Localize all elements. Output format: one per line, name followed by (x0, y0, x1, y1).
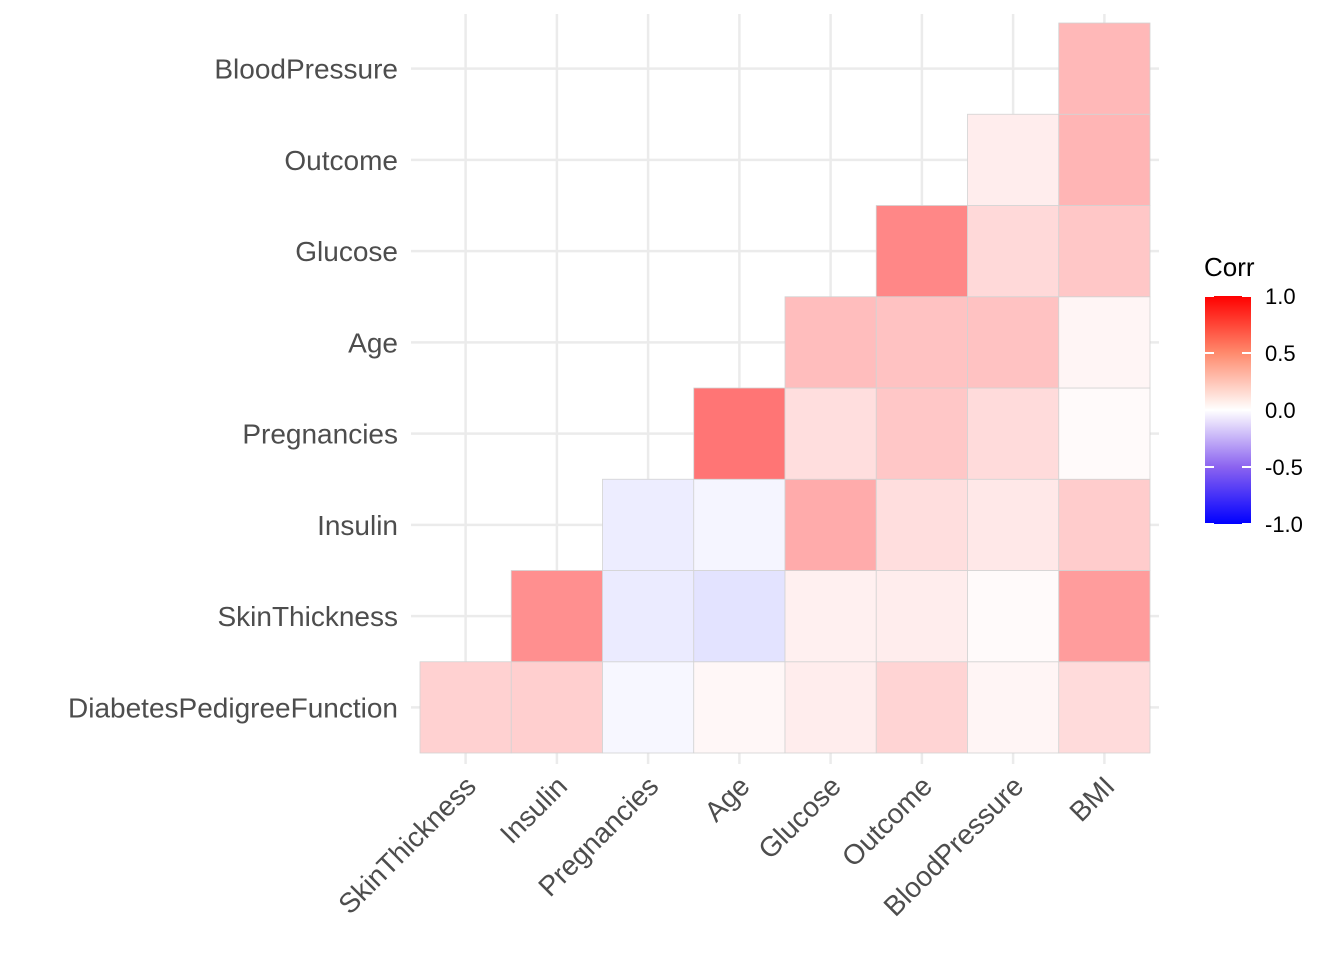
y-tick-label-skinthickness: SkinThickness (217, 601, 398, 632)
x-tick-label-skinthickness: SkinThickness (332, 770, 482, 920)
legend: Corr 1.0 0.5 0.0 -0.5 -1.0 (1204, 252, 1303, 537)
heatmap-cell-bmi-outcome (1058, 113, 1151, 206)
heatmap-cell-age-skinthickness (693, 570, 786, 663)
heatmap-cell-age-pregnancies (693, 387, 786, 480)
heatmap-cell-bloodpressure-insulin (967, 478, 1060, 571)
heatmap-cell-insulin-skinthickness (510, 570, 603, 663)
y-tick-label-age: Age (348, 327, 398, 358)
heatmap-cell-bloodpressure-pregnancies (967, 387, 1060, 480)
heatmap-cell-bloodpressure-outcome (967, 113, 1060, 206)
heatmap-cell-bloodpressure-diabetespedigreefunction (967, 661, 1060, 754)
heatmap-cell-insulin-diabetespedigreefunction (510, 661, 603, 754)
heatmap-cell-outcome-skinthickness (875, 570, 968, 663)
y-tick-label-pregnancies: Pregnancies (242, 419, 398, 450)
heatmap-cell-glucose-diabetespedigreefunction (784, 661, 877, 754)
y-tick-label-insulin: Insulin (317, 510, 398, 541)
heatmap-cell-bloodpressure-age (967, 296, 1060, 389)
heatmap-cell-outcome-insulin (875, 478, 968, 571)
heatmap-cell-glucose-pregnancies (784, 387, 877, 480)
legend-label-0: 1.0 (1265, 284, 1296, 309)
heatmap-cell-bmi-pregnancies (1058, 387, 1151, 480)
heatmap-cell-bmi-insulin (1058, 478, 1151, 571)
heatmap-cell-bmi-diabetespedigreefunction (1058, 661, 1151, 754)
heatmap-tiles (419, 22, 1151, 754)
legend-label-1: 0.5 (1265, 341, 1296, 366)
legend-ticks: 1.0 0.5 0.0 -0.5 -1.0 (1205, 284, 1303, 537)
x-tick-label-age: Age (698, 770, 755, 827)
y-tick-label-outcome: Outcome (284, 145, 398, 176)
x-tick-label-glucose: Glucose (752, 770, 847, 865)
heatmap-cell-outcome-age (875, 296, 968, 389)
heatmap-cell-glucose-age (784, 296, 877, 389)
y-tick-label-diabetespedigreefunction: DiabetesPedigreeFunction (68, 692, 398, 723)
heatmap-cell-bmi-age (1058, 296, 1151, 389)
y-axis-tick-labels: DiabetesPedigreeFunction SkinThickness Ins… (68, 54, 398, 724)
legend-label-4: -1.0 (1265, 512, 1303, 537)
heatmap-cell-pregnancies-insulin (602, 478, 695, 571)
heatmap-cell-bloodpressure-glucose (967, 205, 1060, 298)
heatmap-cell-age-insulin (693, 478, 786, 571)
heatmap-cell-glucose-skinthickness (784, 570, 877, 663)
legend-title: Corr (1204, 252, 1255, 282)
heatmap-cell-bloodpressure-skinthickness (967, 570, 1060, 663)
x-tick-label-insulin: Insulin (494, 770, 573, 849)
heatmap-cell-outcome-diabetespedigreefunction (875, 661, 968, 754)
heatmap-cell-pregnancies-diabetespedigreefunction (602, 661, 695, 754)
heatmap-cell-bmi-glucose (1058, 205, 1151, 298)
heatmap-cell-glucose-insulin (784, 478, 877, 571)
heatmap-cell-age-diabetespedigreefunction (693, 661, 786, 754)
heatmap-cell-skinthickness-diabetespedigreefunction (419, 661, 512, 754)
heatmap-cell-outcome-glucose (875, 205, 968, 298)
heatmap-cell-outcome-pregnancies (875, 387, 968, 480)
x-tick-label-bmi: BMI (1063, 770, 1120, 827)
legend-label-3: -0.5 (1265, 455, 1303, 480)
legend-label-2: 0.0 (1265, 398, 1296, 423)
y-tick-label-bloodpressure: BloodPressure (214, 54, 398, 85)
heatmap-cell-pregnancies-skinthickness (602, 570, 695, 663)
heatmap-cell-bmi-skinthickness (1058, 570, 1151, 663)
heatmap-cell-bmi-bloodpressure (1058, 22, 1151, 115)
y-tick-label-glucose: Glucose (295, 236, 398, 267)
